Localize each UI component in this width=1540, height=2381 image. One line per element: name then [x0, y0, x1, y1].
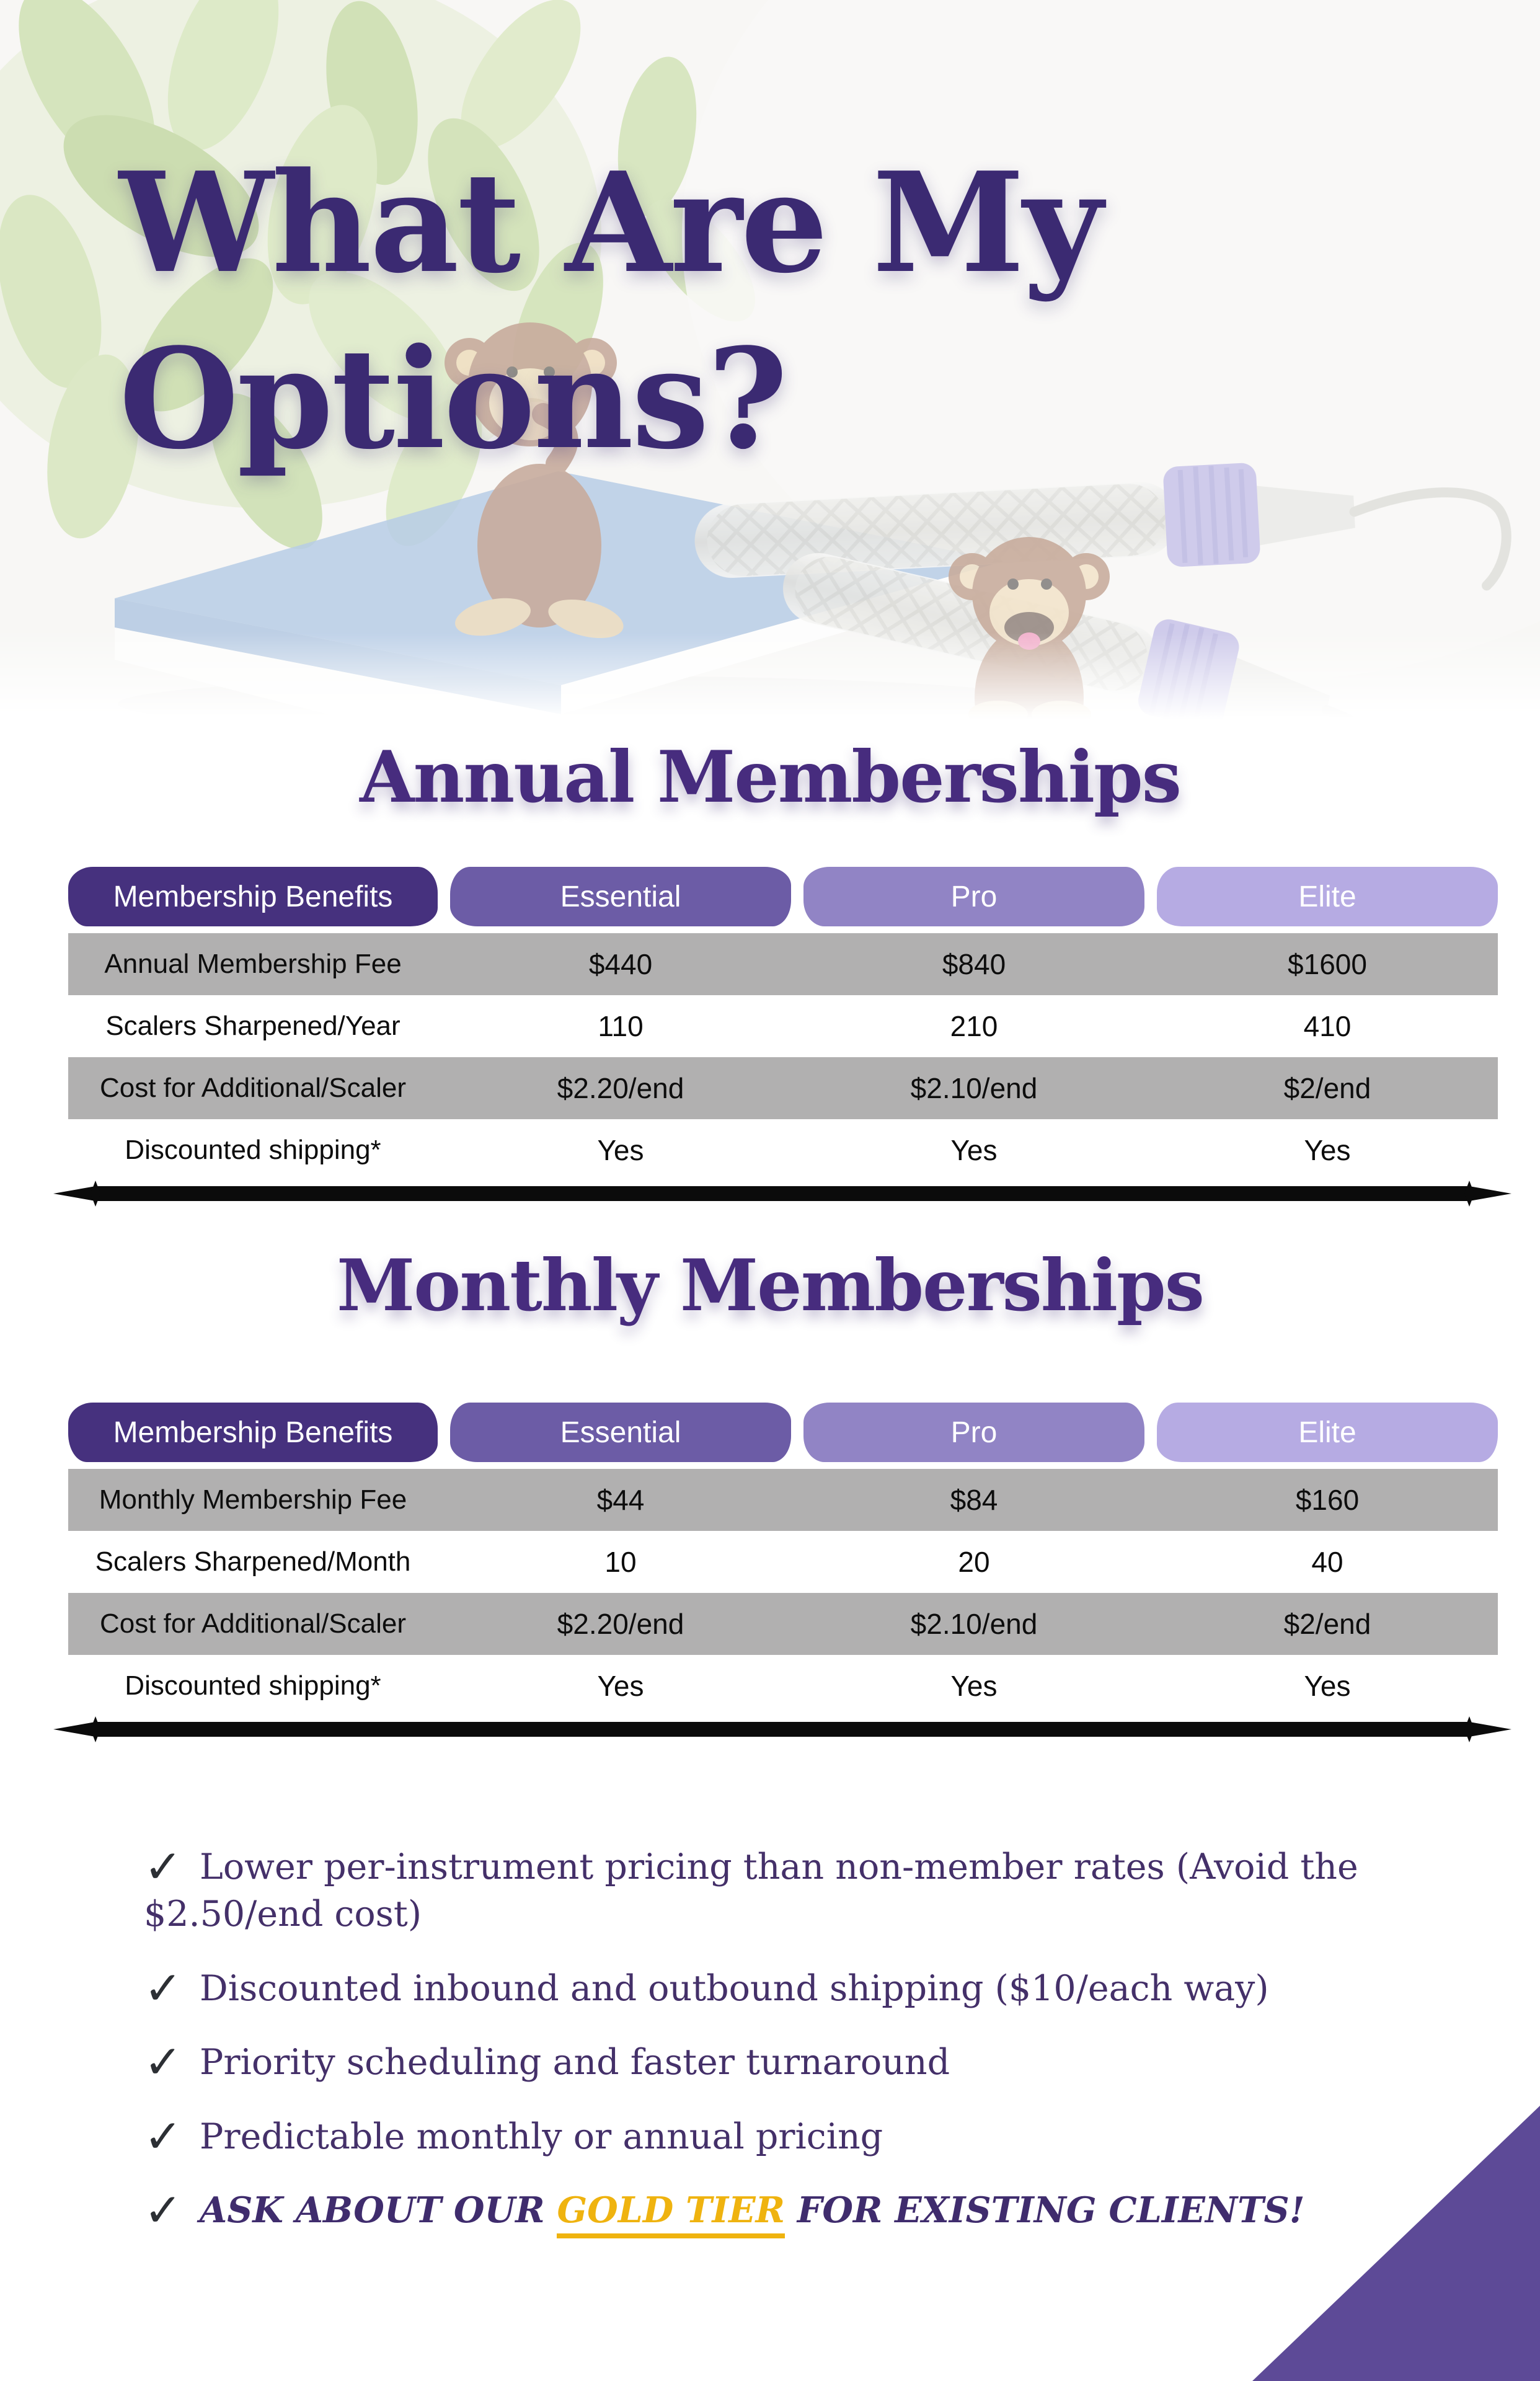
column-header-essential: Essential	[450, 1403, 791, 1462]
monthly-table-body: Monthly Membership Fee $44 $84 $160 Scal…	[68, 1469, 1498, 1717]
benefit-item: ✓ Discounted inbound and outbound shippin…	[144, 1962, 1430, 2012]
cell-pro: $840	[942, 948, 1006, 980]
cell-pro: 20	[958, 1546, 990, 1578]
benefit-text: Priority scheduling and faster turnaroun…	[200, 2042, 950, 2083]
table-row: Cost for Additional/Scaler $2.20/end $2.…	[68, 1057, 1498, 1119]
benefit-text: Lower per-instrument pricing than non-me…	[144, 1847, 1358, 1935]
cell-elite: $2/end	[1283, 1072, 1371, 1104]
table-row: Cost for Additional/Scaler $2.20/end $2.…	[68, 1593, 1498, 1655]
row-label: Scalers Sharpened/Month	[95, 1546, 411, 1577]
row-label: Scalers Sharpened/Year	[105, 1011, 400, 1041]
plant-leaves	[0, 0, 755, 549]
cell-essential: 110	[598, 1010, 644, 1042]
column-header-essential: Essential	[450, 867, 791, 926]
cell-elite: $1600	[1288, 948, 1367, 980]
column-header-pro: Pro	[803, 867, 1144, 926]
gold-tier-link[interactable]: GOLD TIER	[557, 2189, 785, 2238]
row-label: Cost for Additional/Scaler	[99, 1608, 407, 1639]
photo-wash-overlay	[0, 0, 1540, 719]
column-header-membership-benefits: Membership Benefits	[68, 1403, 438, 1462]
cell-pro: $2.10/end	[910, 1608, 1038, 1640]
benefit-item: ✓ Lower per-instrument pricing than non-m…	[144, 1840, 1430, 1938]
cell-essential: 10	[604, 1546, 637, 1578]
cell-elite: $160	[1295, 1484, 1360, 1516]
benefit-item: ✓ Priority scheduling and faster turnarou…	[144, 2036, 1430, 2086]
check-icon: ✓	[144, 2109, 183, 2163]
column-header-membership-benefits: Membership Benefits	[68, 867, 438, 926]
monthly-heading: Monthly Memberships	[337, 1244, 1205, 1327]
check-icon: ✓	[144, 2183, 183, 2237]
benefit-text: Discounted inbound and outbound shipping…	[200, 1967, 1269, 2009]
hero-banner: What Are My Options?	[0, 0, 1540, 719]
cell-pro: Yes	[950, 1670, 998, 1702]
toy-monkey-sitting	[445, 322, 624, 639]
table-row: Discounted shipping* Yes Yes Yes	[68, 1119, 1498, 1181]
table-divider-line	[53, 1716, 1511, 1742]
column-header-pro: Pro	[803, 1403, 1144, 1462]
cell-essential: $44	[596, 1484, 645, 1516]
gold-tier-post-text: FOR EXISTING CLIENTS!	[785, 2189, 1305, 2231]
table-row: Annual Membership Fee $440 $840 $1600	[68, 933, 1498, 995]
check-icon: ✓	[144, 1961, 183, 2015]
row-label: Discounted shipping*	[125, 1135, 381, 1165]
page-title: What Are My Options?	[119, 135, 1103, 487]
cell-pro: $2.10/end	[910, 1072, 1038, 1104]
annual-table-header: Membership Benefits Essential Pro Elite	[68, 867, 1498, 926]
annual-heading: Annual Memberships	[360, 735, 1182, 818]
cell-elite: 410	[1303, 1010, 1352, 1042]
check-icon: ✓	[144, 1840, 183, 1894]
benefits-checklist: ✓ Lower per-instrument pricing than non-m…	[144, 1840, 1430, 2258]
monthly-table-header: Membership Benefits Essential Pro Elite	[68, 1403, 1498, 1462]
hero-photo	[0, 0, 1540, 719]
cell-elite: 40	[1311, 1546, 1343, 1578]
column-header-elite: Elite	[1157, 1403, 1498, 1462]
benefit-item: ✓ Predictable monthly or annual pricing	[144, 2110, 1430, 2160]
cell-essential: $2.20/end	[557, 1608, 684, 1640]
table-divider-line	[53, 1181, 1511, 1207]
row-label: Annual Membership Fee	[104, 949, 402, 979]
cell-elite: Yes	[1304, 1670, 1351, 1702]
cell-essential: $2.20/end	[557, 1072, 684, 1104]
row-label: Discounted shipping*	[125, 1670, 381, 1701]
cell-elite: $2/end	[1283, 1608, 1371, 1640]
page-title-line2: Options?	[119, 319, 788, 481]
gold-tier-pre-text: ASK ABOUT OUR	[200, 2189, 557, 2231]
row-label: Monthly Membership Fee	[99, 1484, 407, 1515]
cell-pro: Yes	[950, 1134, 998, 1166]
table-row: Discounted shipping* Yes Yes Yes	[68, 1655, 1498, 1717]
cell-pro: $84	[950, 1484, 998, 1516]
cell-essential: Yes	[597, 1670, 644, 1702]
cell-elite: Yes	[1304, 1134, 1351, 1166]
hero-bottom-fade	[0, 632, 1540, 719]
table-row: Scalers Sharpened/Year 110 210 410	[68, 995, 1498, 1057]
cell-essential: Yes	[597, 1134, 644, 1166]
annual-table-body: Annual Membership Fee $440 $840 $1600 Sc…	[68, 933, 1498, 1181]
benefit-text: Predictable monthly or annual pricing	[200, 2116, 883, 2157]
column-header-elite: Elite	[1157, 867, 1498, 926]
table-row: Scalers Sharpened/Month 10 20 40	[68, 1531, 1498, 1593]
page-title-line1: What Are My	[119, 143, 1103, 304]
cell-essential: $440	[588, 948, 653, 980]
benefit-item-gold-tier: ✓ ASK ABOUT OUR GOLD TIER FOR EXISTING CL…	[144, 2183, 1430, 2238]
check-icon: ✓	[144, 2036, 183, 2090]
table-row: Monthly Membership Fee $44 $84 $160	[68, 1469, 1498, 1531]
row-label: Cost for Additional/Scaler	[99, 1073, 407, 1103]
cell-pro: 210	[950, 1010, 998, 1042]
